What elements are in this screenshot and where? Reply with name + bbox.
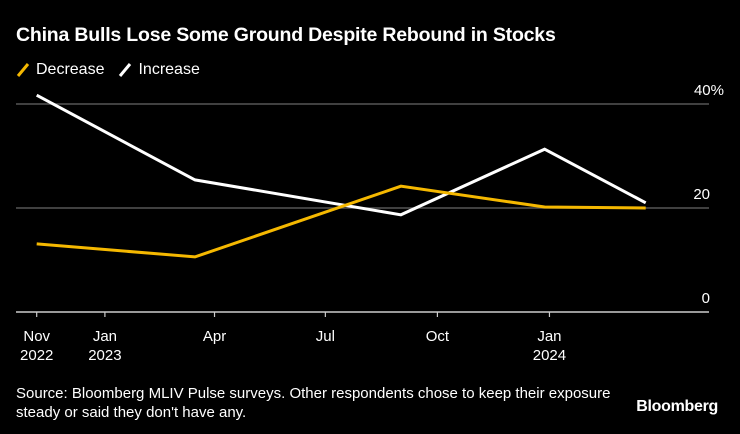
legend-swatch-decrease-icon [16,63,30,77]
bloomberg-logo: Bloomberg [636,398,718,415]
x-tick-year-label: 2023 [88,347,121,364]
series-line-decrease [36,184,646,259]
gridlines [16,103,709,209]
x-tick-label: Apr [203,328,226,345]
legend-label-decrease: Decrease [36,61,105,78]
x-tick-label: Nov [23,328,50,345]
x-tick-label: Oct [426,328,450,345]
legend: Decrease Increase [16,60,214,80]
x-tick-label: Jan [93,328,117,345]
series-line-increase [35,93,647,217]
x-tick-label: Jul [316,328,335,345]
x-tick-year-label: 2024 [533,347,566,364]
legend-item-increase: Increase [118,60,200,80]
x-tick-year-label: 2022 [20,347,53,364]
series-lines [35,93,647,259]
legend-item-decrease: Decrease [16,60,104,80]
y-tick-label: 20 [693,186,710,203]
legend-label-increase: Increase [138,61,200,78]
source-note: Source: Bloomberg MLIV Pulse surveys. Ot… [16,385,611,421]
legend-swatch-increase-icon [119,63,132,77]
y-tick-label: 0 [702,290,710,307]
x-axis: Nov 2022 Jan 2023 Apr Jul Oct Jan 2024 [16,311,709,364]
x-tick-label: Jan [537,328,561,345]
chart-title: China Bulls Lose Some Ground Despite Reb… [16,24,556,46]
y-tick-label: 40% [694,82,724,99]
y-axis-labels: 40% 20 0 [693,82,724,307]
